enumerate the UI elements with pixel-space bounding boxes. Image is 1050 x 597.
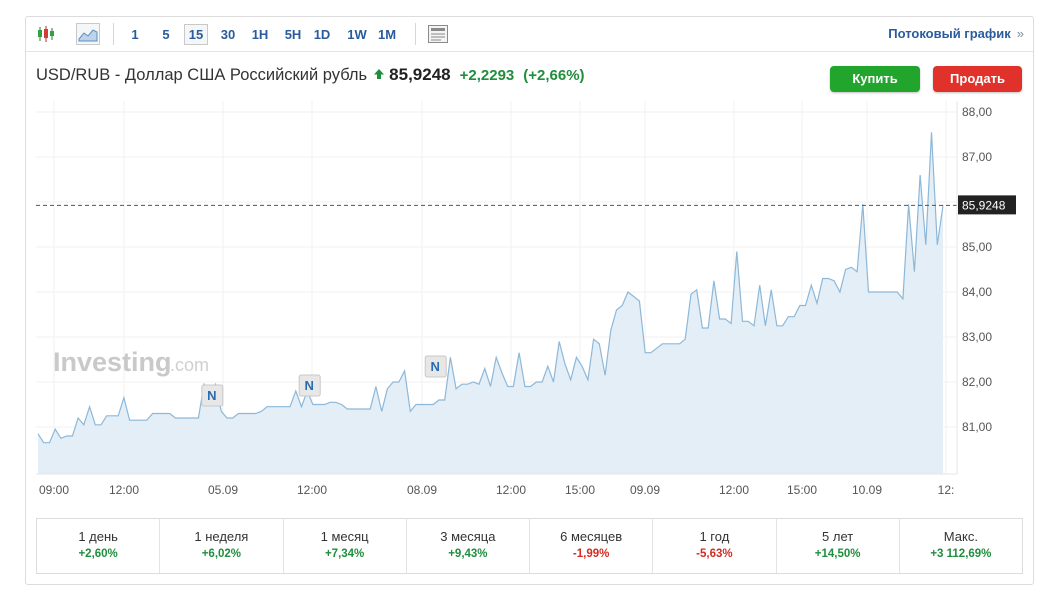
x-tick-label: 12:00 (496, 483, 526, 497)
performance-table: 1 день +2,60% 1 неделя +6,02% 1 месяц +7,34% 3… (36, 518, 1023, 574)
stream-chart-label: Потоковый график (888, 26, 1011, 41)
performance-value: +7,34% (324, 548, 365, 560)
x-tick-label: 15:00 (787, 483, 817, 497)
performance-period: Макс. (943, 529, 978, 544)
timeframe-1w[interactable]: 1W (347, 27, 367, 42)
performance-cell[interactable]: 5 лет +14,50% (777, 519, 900, 573)
stream-chart-arrow: » (1016, 26, 1024, 41)
performance-value: -1,99% (572, 548, 610, 560)
performance-period: 1 день (78, 529, 118, 544)
price-chart[interactable]: Investing.com88,0087,0086,0085,0084,0083… (26, 17, 1033, 517)
x-tick-label: 12:00 (109, 483, 139, 497)
news-marker-label: N (207, 388, 216, 403)
stream-chart-link[interactable]: Потоковый график » (888, 26, 1024, 41)
sell-button[interactable]: Продать (933, 66, 1022, 92)
chart-toolbar: 1 5 15 30 1H 5H 1D 1W 1M Потоковый график» (26, 17, 1033, 52)
performance-cell[interactable]: 1 месяц +7,34% (284, 519, 407, 573)
last-price-label-bg (958, 195, 1016, 215)
instrument-name: USD/RUB - Доллар США Российский рубль (36, 66, 368, 84)
x-tick-label: 05.09 (208, 483, 238, 497)
performance-value: -5,63% (696, 548, 733, 560)
y-tick-label: 82,00 (962, 375, 992, 389)
x-tick-label: 12:00 (719, 483, 749, 497)
timeframe-1d[interactable]: 1D (313, 27, 331, 42)
news-marker[interactable] (424, 355, 447, 378)
investing-watermark: Investing (53, 347, 172, 377)
performance-cell[interactable]: 1 день +2,60% (37, 519, 161, 573)
news-marker[interactable] (201, 384, 224, 407)
performance-period: 5 лет (822, 529, 854, 544)
news-marker[interactable] (298, 374, 321, 397)
price-change: +2,2293 (459, 67, 515, 84)
performance-period: 1 месяц (320, 529, 369, 544)
timeframe-5[interactable]: 5 (162, 27, 170, 42)
x-tick-label: 09.09 (630, 483, 660, 497)
performance-value: +3 112,69% (930, 548, 992, 560)
last-price: 85,9248 (389, 65, 451, 84)
performance-cell[interactable]: Макс. +3 112,69% (900, 519, 1022, 573)
news-marker-label: N (305, 378, 314, 393)
price-area (38, 132, 943, 475)
performance-cell[interactable]: 3 месяца +9,43% (407, 519, 530, 573)
investing-watermark-suffix: .com (170, 355, 209, 375)
y-tick-label: 84,00 (962, 285, 992, 299)
timeframe-5h[interactable]: 5H (284, 27, 302, 42)
performance-period: 6 месяцев (560, 529, 623, 544)
performance-value: +9,43% (448, 548, 488, 560)
timeframe-1[interactable]: 1 (131, 27, 139, 42)
area-chart-icon[interactable] (76, 23, 100, 45)
timeframe-1h[interactable]: 1H (251, 27, 269, 42)
x-tick-label: 10.09 (852, 483, 882, 497)
chart-widget: 1 5 15 30 1H 5H 1D 1W 1M Потоковый график» USD/R… (25, 16, 1034, 585)
performance-value: +2,60% (78, 548, 118, 560)
buy-button[interactable]: Купить (830, 66, 920, 92)
toolbar-separator (113, 23, 114, 45)
x-tick-label: 12: (938, 483, 955, 497)
x-tick-label: 12:00 (297, 483, 327, 497)
performance-value: +14,50% (814, 548, 861, 560)
performance-period: 3 месяца (440, 529, 496, 544)
performance-period: 1 неделя (194, 529, 249, 544)
news-icon[interactable] (426, 23, 450, 45)
performance-cell[interactable]: 1 год -5,63% (653, 519, 777, 573)
x-tick-label: 15:00 (565, 483, 595, 497)
performance-cell[interactable]: 1 неделя +6,02% (160, 519, 284, 573)
performance-value: +6,02% (201, 548, 242, 560)
timeframe-30[interactable]: 30 (220, 27, 236, 42)
y-tick-label: 85,00 (962, 240, 992, 254)
last-price-label: 85,9248 (962, 198, 1006, 212)
candlestick-icon[interactable] (34, 23, 58, 45)
arrow-up-icon (373, 67, 385, 85)
instrument-header: USD/RUB - Доллар США Российский рубль 85… (36, 65, 585, 87)
timeframe-15[interactable]: 15 (184, 24, 208, 45)
y-tick-label: 88,00 (962, 105, 992, 119)
x-tick-label: 08.09 (407, 483, 437, 497)
price-line (37, 132, 944, 444)
news-marker-label: N (431, 359, 440, 374)
price-change-percent: (+2,66%) (523, 67, 585, 84)
y-tick-label: 87,00 (962, 150, 992, 164)
y-tick-label: 83,00 (962, 330, 992, 344)
y-tick-label: 81,00 (962, 420, 992, 434)
timeframe-1m[interactable]: 1M (377, 27, 397, 42)
performance-period: 1 год (699, 529, 730, 544)
performance-cell[interactable]: 6 месяцев -1,99% (530, 519, 654, 573)
toolbar-separator (415, 23, 416, 45)
x-tick-label: 09:00 (39, 483, 69, 497)
